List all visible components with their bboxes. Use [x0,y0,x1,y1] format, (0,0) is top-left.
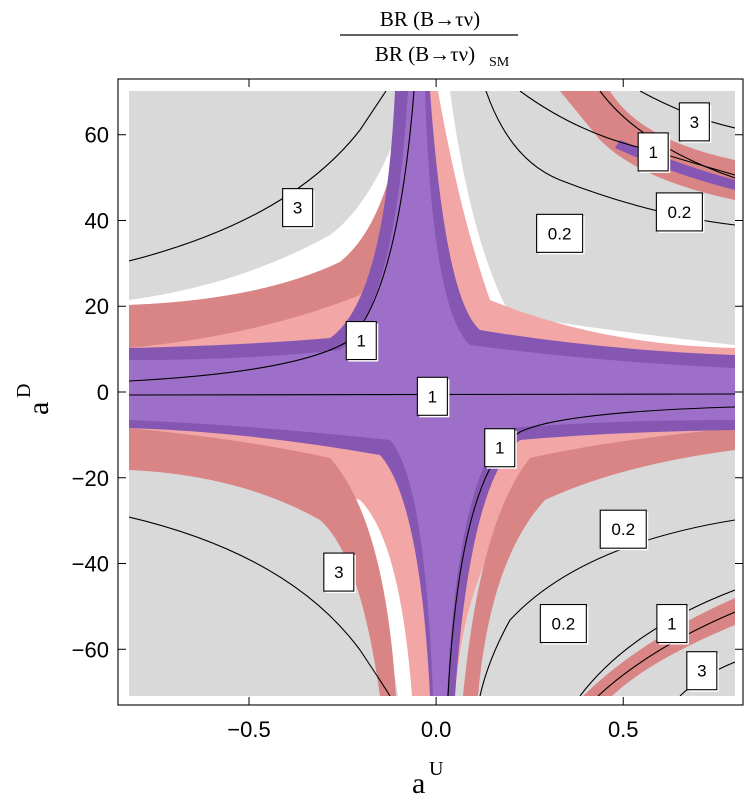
y-axis-label-superscript: D [13,384,35,398]
contour-label: 1 [484,428,517,469]
contour-label: 1 [345,320,379,362]
contour-label-box [539,603,587,644]
contour-line [597,611,735,696]
contour-label-box [686,651,718,691]
y-tick-label: 20 [85,294,109,319]
y-tick-label: 60 [85,123,109,148]
x-axis-title: a U [412,758,444,800]
contour-label: 3 [282,188,315,229]
y-tick-label: 0 [97,380,109,405]
contour-label: 3 [323,552,356,594]
contour-label: 0.2 [539,603,589,645]
title-numerator: BR (B→τν) [380,7,480,31]
contour-line [129,91,387,262]
contour-label-text: 0.2 [611,520,635,539]
contour-label: 3 [678,102,712,143]
contour-line [129,516,391,696]
contour-label-text: 1 [648,143,657,162]
red-band-left-bottom [129,428,396,696]
contour-label-text: 0.2 [668,203,692,222]
x-tick-label: 0.0 [421,717,452,742]
contour-label-box [637,132,669,172]
x-axis: −0.5 0.0 0.5 [227,79,639,742]
contour-label-text: 3 [690,113,699,132]
contour-label: 0.2 [536,213,585,255]
x-tick-label: 0.5 [608,717,639,742]
contour-label-box [484,428,516,468]
y-tick-label: 40 [85,208,109,233]
gray-region-top-left [129,91,412,300]
x-axis-label-superscript: U [429,758,444,780]
contour-label: 0.2 [599,509,649,551]
red-band-bottom-right-corner [583,598,735,696]
contour-labels: 3 3 1 0.2 0.2 1 1 1 0.2 3 0.2 1 3 [282,102,719,692]
contour-label-text: 0.2 [548,224,572,243]
contour-label-text: 3 [293,199,302,218]
title-denominator-subscript: SM [489,55,510,70]
y-tick-label: −20 [72,466,109,491]
contour-label-box [599,509,647,549]
x-tick-label: −0.5 [227,717,270,742]
chart-title: BR (B→τν) BR (B→τν) SM [340,7,518,70]
contour-label-text: 3 [334,563,343,582]
x-axis-label: a [412,767,425,800]
contour-label: 3 [686,651,719,692]
y-axis-title: a D [13,384,55,415]
y-axis-label: a [22,402,55,415]
contour-line [479,519,735,696]
y-axis: 60 40 20 0 −20 −40 −60 [72,123,743,662]
contour-label-box [323,552,355,592]
title-denominator: BR (B→τν) [375,42,475,66]
contour-label-text: 1 [667,615,676,634]
contour-line [579,589,735,696]
contour-label: 1 [416,376,450,418]
contour-label-box [345,320,377,361]
contour-label-text: 1 [357,332,366,351]
contour-label-box [655,192,703,232]
plot-area: 3 3 1 0.2 0.2 1 1 1 0.2 3 0.2 1 3 [129,91,735,696]
y-tick-label: −40 [72,552,109,577]
contour-label-box [416,376,448,416]
contour-label-box [282,188,314,228]
contour-label-box [656,603,688,644]
y-tick-label: −60 [72,637,109,662]
contour-label-box [678,102,710,142]
contour-label: 1 [656,603,689,645]
contour-label: 0.2 [655,192,705,233]
contour-label-box [536,213,584,253]
red-band-right-bottom [463,428,735,696]
contour-label-text: 0.2 [552,615,576,634]
contour-label-text: 1 [428,387,437,406]
contour-label-text: 1 [495,439,504,458]
red-band-left-top [129,91,420,348]
contour-label-text: 3 [697,662,706,681]
contour-label: 1 [637,132,671,173]
